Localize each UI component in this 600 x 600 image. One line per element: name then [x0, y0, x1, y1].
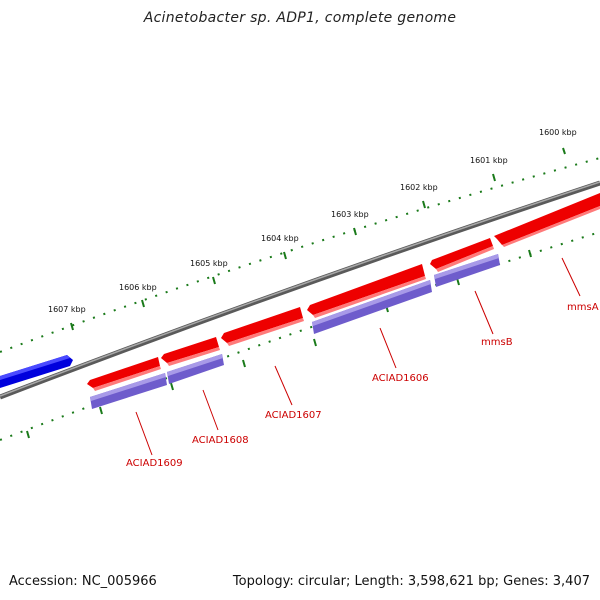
gene-arrow-ACIAD1607 [221, 307, 304, 346]
outer-tick-track [0, 157, 600, 353]
tick-label-1600: 1600 kbp [539, 128, 577, 137]
label-leader-lines [135, 257, 581, 456]
accession-value: NC_005966 [81, 574, 157, 589]
gene-label-mmsB: mmsB [481, 337, 513, 348]
gene-label-mmsA: mmsA [567, 302, 599, 313]
tick-label-1603: 1603 kbp [331, 210, 369, 219]
gene-arrow-ACIAD1609 [87, 357, 161, 391]
genome-backbone [0, 180, 600, 400]
gene-arrow-ACIAD1608 [161, 337, 220, 366]
accession-label: Accession: [9, 574, 78, 589]
kbp-tick-labels: 1600 kbp 1601 kbp 1602 kbp 1603 kbp 1604… [48, 128, 577, 314]
genome-summary: Topology: circular; Length: 3,598,621 bp… [232, 574, 590, 589]
major-ticks-outer [70, 147, 566, 331]
accession-info: Accession: NC_005966 [9, 574, 157, 589]
gene-label-ACIAD1609: ACIAD1609 [126, 458, 183, 469]
cds-bar-ACIAD1609 [90, 373, 167, 409]
tick-label-1601: 1601 kbp [470, 156, 508, 165]
cds-bar-ACIAD1608 [167, 354, 224, 384]
map-title: Acinetobacter sp. ADP1, complete genome [143, 10, 457, 26]
gene-label-ACIAD1606: ACIAD1606 [372, 373, 429, 384]
tick-label-1606: 1606 kbp [119, 283, 157, 292]
red-gene-arrows[interactable] [87, 193, 600, 391]
gene-label-ACIAD1608: ACIAD1608 [192, 435, 249, 446]
tick-label-1607: 1607 kbp [48, 305, 86, 314]
cds-bars[interactable] [90, 254, 500, 409]
cds-bar-mmsB [434, 254, 500, 287]
cds-bar-ACIAD1606 [312, 280, 432, 334]
gene-arrow-mmsA [494, 193, 600, 247]
tick-label-1604: 1604 kbp [261, 234, 299, 243]
gene-label-ACIAD1607: ACIAD1607 [265, 410, 322, 421]
tick-label-1602: 1602 kbp [400, 183, 438, 192]
gene-arrow-mmsB [430, 238, 494, 272]
gene-arrow-ACIAD1606 [307, 264, 426, 318]
tick-label-1605: 1605 kbp [190, 259, 228, 268]
inner-tick-track [0, 231, 600, 441]
gene-arrow-blue[interactable] [0, 355, 73, 388]
gene-labels: mmsA mmsB ACIAD1606 ACIAD1607 ACIAD1608 … [126, 302, 599, 469]
major-ticks-inner [26, 249, 532, 439]
